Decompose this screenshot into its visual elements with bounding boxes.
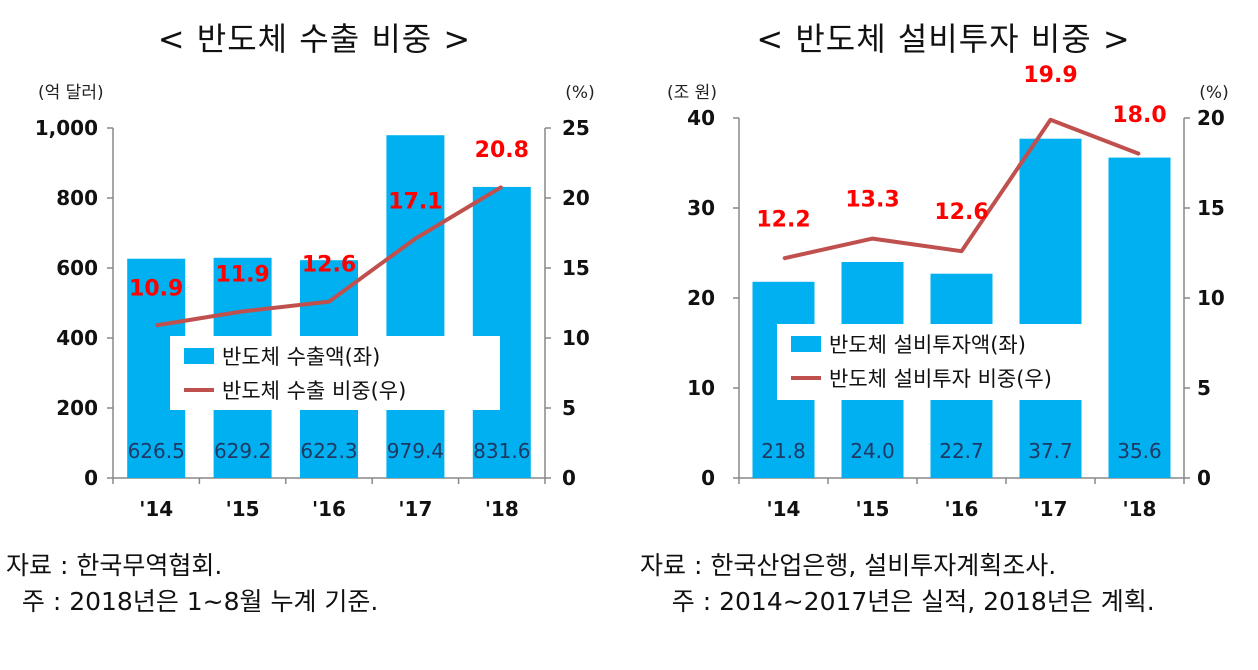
line-value-label: 13.3 bbox=[845, 188, 899, 213]
line-point bbox=[782, 257, 785, 260]
legend-box bbox=[170, 336, 500, 410]
line-value-label: 19.9 bbox=[1023, 63, 1077, 88]
y-tick-label-left: 0 bbox=[84, 466, 98, 490]
chart-title: < 반도체 설비투자 비중 > bbox=[756, 20, 1131, 58]
legend-box bbox=[777, 324, 1103, 400]
y-axis-unit-left: (억 달러) bbox=[38, 83, 104, 103]
bar bbox=[1019, 138, 1082, 478]
y-tick-label-left: 0 bbox=[701, 466, 715, 490]
bar-value-label: 626.5 bbox=[128, 439, 185, 463]
legend-swatch-bar bbox=[184, 348, 214, 364]
chart-panel-export: < 반도체 수출 비중 > (억 달러) (%) 0 200 400 600 800 1,00… bbox=[0, 0, 629, 560]
bar bbox=[1108, 157, 1171, 478]
line-point bbox=[155, 324, 158, 327]
y-tick-label-left: 800 bbox=[56, 186, 98, 210]
line-point bbox=[1049, 118, 1052, 121]
y-tick-label-right: 25 bbox=[562, 116, 590, 140]
line-point bbox=[241, 310, 244, 313]
y-tick-label-left: 30 bbox=[687, 196, 715, 220]
bar-value-label: 21.8 bbox=[761, 439, 806, 463]
line-value-label: 12.2 bbox=[756, 207, 810, 232]
y-tick-label-right: 5 bbox=[1197, 376, 1211, 400]
bar bbox=[386, 135, 445, 478]
bar-value-label: 831.6 bbox=[473, 439, 530, 463]
y-tick-label-right: 0 bbox=[562, 466, 576, 490]
bar-value-label: 979.4 bbox=[387, 439, 444, 463]
chart-panel-investment: < 반도체 설비투자 비중 > (조 원) (%) 0 10 20 30 40 0 5 10 15 2… bbox=[629, 0, 1258, 560]
bar bbox=[472, 186, 531, 478]
source-notes-left: 자료 : 한국무역협회. 주 : 2018년은 1~8월 누계 기준. bbox=[6, 548, 378, 620]
x-tick-label: '15 bbox=[226, 497, 260, 521]
legend-label-line: 반도체 설비투자 비중(우) bbox=[829, 367, 1052, 391]
y-tick-label-left: 200 bbox=[56, 396, 98, 420]
bar-value-label: 24.0 bbox=[850, 439, 895, 463]
y-tick-label-right: 20 bbox=[562, 186, 590, 210]
x-tick-label: '17 bbox=[1034, 497, 1068, 521]
x-tick-label: '16 bbox=[312, 497, 346, 521]
x-tick-label: '15 bbox=[856, 497, 890, 521]
line-point bbox=[414, 237, 417, 240]
line-point bbox=[328, 300, 330, 303]
bar-value-label: 35.6 bbox=[1117, 439, 1162, 463]
legend-swatch-bar bbox=[791, 336, 821, 352]
chart-investment-share: (조 원) (%) 0 10 20 30 40 0 5 10 15 20 '14 '15 '16 '17 '18… bbox=[667, 63, 1229, 521]
y-tick-label-right: 20 bbox=[1197, 106, 1225, 130]
line-series bbox=[783, 117, 1141, 261]
y-axis-unit-right: (%) bbox=[1199, 83, 1228, 103]
line-value-label: 11.9 bbox=[215, 262, 269, 287]
line-point bbox=[500, 185, 503, 188]
line-value-label: 12.6 bbox=[934, 200, 988, 225]
line-point bbox=[1138, 153, 1141, 155]
x-tick-label: '18 bbox=[1123, 497, 1157, 521]
y-tick-label-left: 400 bbox=[56, 326, 98, 350]
x-tick-label: '16 bbox=[945, 497, 979, 521]
legend-label-bar: 반도체 수출액(좌) bbox=[222, 345, 380, 369]
y-axis-unit-right: (%) bbox=[565, 83, 594, 103]
y-tick-label-left: 10 bbox=[687, 376, 715, 400]
x-tick-label: '14 bbox=[767, 497, 801, 521]
note-text: 주 : 2014~2017년은 실적, 2018년은 계획. bbox=[640, 587, 1155, 616]
legend-label-bar: 반도체 설비투자액(좌) bbox=[829, 333, 1026, 357]
bar-value-label: 37.7 bbox=[1028, 439, 1073, 463]
source-text: 자료 : 한국산업은행, 설비투자계획조사. bbox=[640, 551, 1057, 580]
source-text: 자료 : 한국무역협회. bbox=[6, 551, 223, 580]
line-value-label: 20.8 bbox=[475, 138, 529, 163]
line-value-label: 17.1 bbox=[388, 190, 442, 215]
x-tick-label: '14 bbox=[139, 497, 173, 521]
legend-label-line: 반도체 수출 비중(우) bbox=[222, 379, 406, 403]
line-point bbox=[871, 237, 874, 240]
y-tick-label-right: 10 bbox=[1197, 286, 1225, 310]
y-tick-label-right: 5 bbox=[562, 396, 576, 420]
y-axis-unit-left: (조 원) bbox=[667, 83, 717, 103]
y-tick-label-right: 0 bbox=[1197, 466, 1211, 490]
line-value-label: 18.0 bbox=[1112, 103, 1166, 128]
y-tick-label-right: 15 bbox=[1197, 196, 1225, 220]
x-tick-label: '17 bbox=[398, 497, 432, 521]
y-tick-label-left: 600 bbox=[56, 256, 98, 280]
y-tick-label-right: 10 bbox=[562, 326, 590, 350]
note-text: 주 : 2018년은 1~8월 누계 기준. bbox=[6, 587, 379, 616]
line-point bbox=[960, 250, 963, 253]
y-tick-label-left: 20 bbox=[687, 286, 715, 310]
x-tick-label: '18 bbox=[485, 497, 519, 521]
source-notes-right: 자료 : 한국산업은행, 설비투자계획조사. 주 : 2014~2017년은 실… bbox=[640, 548, 1155, 620]
y-tick-label-left: 1,000 bbox=[35, 116, 98, 140]
chart-title: < 반도체 수출 비중 > bbox=[157, 20, 472, 58]
y-tick-label-left: 40 bbox=[687, 106, 715, 130]
bar-value-label: 629.2 bbox=[214, 439, 271, 463]
bar-value-label: 22.7 bbox=[939, 439, 984, 463]
chart-export-share: (억 달러) (%) 0 200 400 600 800 1,000 0 5 10 15 20 25 '14… bbox=[35, 83, 595, 521]
line-value-label: 12.6 bbox=[302, 253, 356, 278]
y-tick-label-right: 15 bbox=[562, 256, 590, 280]
line-value-label: 10.9 bbox=[129, 276, 183, 301]
bar-value-label: 622.3 bbox=[300, 439, 357, 463]
